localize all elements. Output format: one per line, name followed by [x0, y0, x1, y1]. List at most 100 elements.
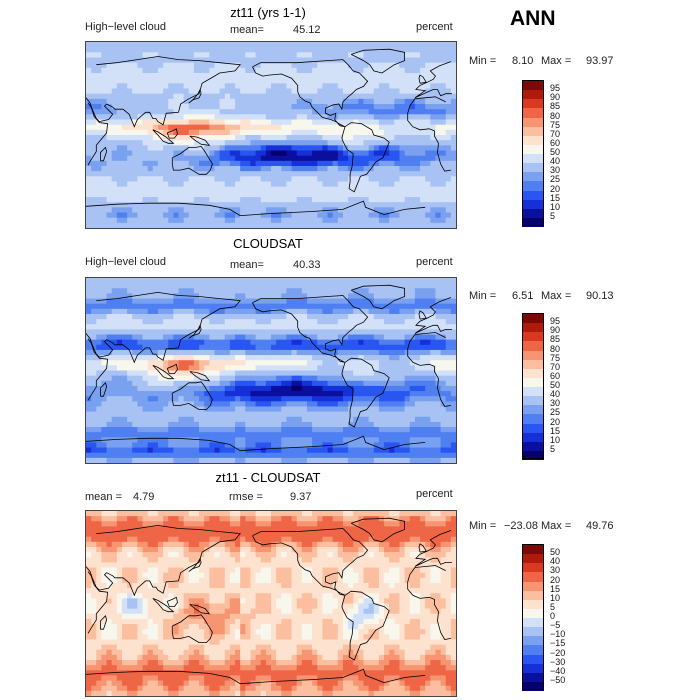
field-cell — [152, 217, 159, 224]
field-cell — [204, 176, 210, 183]
field-cell — [142, 437, 149, 444]
field-cell — [265, 324, 272, 330]
field-cell — [399, 380, 406, 387]
field-cell — [245, 334, 252, 341]
field-cell — [430, 355, 437, 361]
field-cell — [142, 222, 149, 228]
field-cell — [219, 207, 226, 214]
field-cell — [281, 391, 288, 397]
field-cell — [142, 355, 149, 361]
field-cell — [322, 278, 329, 284]
season-title: ANN — [510, 7, 556, 30]
field-cell — [399, 93, 406, 100]
field-cell — [193, 171, 200, 177]
field-cell — [332, 344, 339, 351]
field-cell — [281, 140, 288, 146]
field-cell — [317, 197, 323, 203]
field-cell — [420, 329, 426, 336]
field-cell — [204, 62, 210, 69]
field-cell — [301, 181, 308, 188]
field-cell — [281, 432, 288, 438]
field-cell — [240, 293, 246, 300]
field-cell — [116, 344, 123, 351]
field-cell — [157, 88, 164, 95]
field-cell — [235, 171, 241, 177]
field-cell — [348, 145, 354, 152]
field-cell — [250, 391, 257, 397]
field-cell — [353, 98, 359, 105]
field-cell — [101, 160, 108, 167]
field-cell — [240, 288, 246, 295]
field-cell — [435, 98, 442, 105]
field-cell — [235, 370, 241, 377]
field-cell — [132, 160, 138, 167]
field-cell — [414, 432, 421, 438]
field-cell — [86, 432, 92, 438]
field-cell — [348, 124, 354, 131]
field-cell — [250, 93, 257, 100]
field-cell — [384, 62, 390, 69]
field-cell — [240, 437, 246, 444]
field-cell — [86, 93, 92, 100]
field-cell — [240, 217, 246, 224]
field-cell — [240, 411, 246, 418]
field-cell — [378, 124, 385, 131]
field-cell — [265, 401, 272, 408]
field-cell — [265, 370, 272, 377]
field-cell — [204, 47, 210, 53]
field-cell — [312, 47, 318, 53]
field-cell — [306, 42, 313, 48]
field-cell — [378, 360, 385, 366]
field-cell — [399, 432, 406, 438]
field-cell — [384, 135, 390, 141]
field-cell — [183, 93, 190, 100]
field-cell — [204, 119, 210, 126]
field-cell — [255, 355, 262, 361]
field-cell — [265, 396, 272, 402]
field-cell — [168, 334, 174, 341]
field-cell — [353, 88, 359, 95]
field-cell — [286, 365, 293, 372]
field-cell — [260, 176, 267, 183]
field-cell — [435, 135, 442, 141]
field-cell — [240, 124, 246, 131]
field-cell — [389, 186, 395, 193]
field-cell — [101, 166, 108, 172]
field-cell — [240, 135, 246, 141]
field-cell — [317, 191, 323, 198]
field-cell — [337, 432, 344, 438]
field-cell — [363, 329, 370, 336]
field-cell — [91, 67, 97, 74]
field-cell — [173, 437, 180, 444]
field-cell — [157, 293, 164, 300]
field-cell — [132, 47, 138, 53]
field-cell — [276, 47, 282, 53]
field-cell — [348, 135, 354, 141]
field-cell — [168, 202, 174, 208]
field-cell — [96, 83, 103, 90]
field-cell — [152, 411, 159, 418]
field-cell — [368, 62, 375, 69]
field-cell — [389, 375, 395, 382]
field-cell — [286, 88, 293, 95]
field-cell — [430, 140, 437, 146]
field-cell — [91, 401, 97, 408]
field-cell — [255, 375, 262, 382]
field-cell — [425, 298, 431, 305]
field-cell — [224, 202, 231, 208]
field-cell — [193, 283, 200, 289]
field-cell — [420, 83, 426, 90]
field-cell — [353, 406, 359, 413]
field-cell — [157, 391, 164, 397]
field-cell — [157, 365, 164, 372]
field-cell — [157, 421, 164, 428]
field-cell — [286, 222, 293, 228]
field-cell — [199, 380, 205, 387]
field-cell — [214, 293, 221, 300]
coastline — [341, 122, 390, 193]
field-cell — [332, 186, 339, 193]
field-cell — [271, 370, 277, 377]
field-cell — [199, 293, 205, 300]
field-cell — [276, 98, 282, 105]
field-cell — [240, 166, 246, 172]
